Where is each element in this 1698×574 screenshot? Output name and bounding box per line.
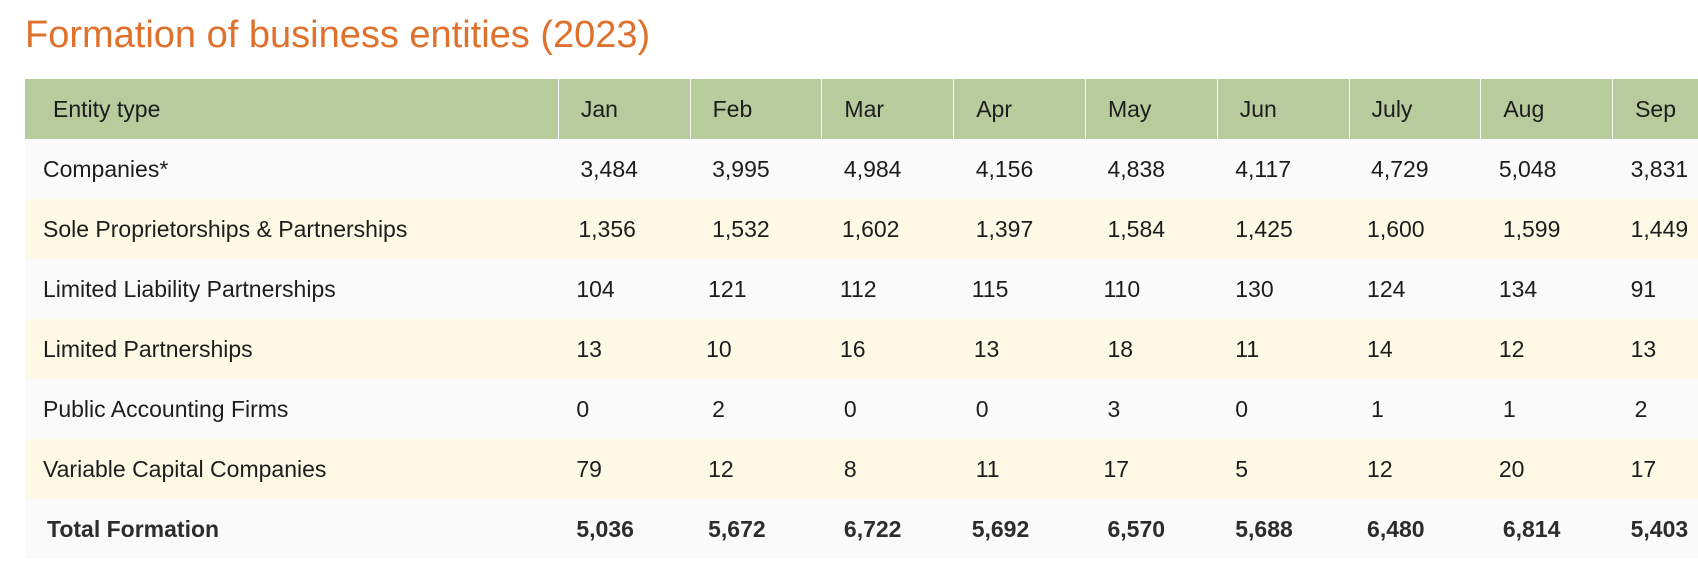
table-cell: 1,449 bbox=[1630, 215, 1689, 242]
total-row: Total Formation 5,036 5,672 6,722 5,692 … bbox=[25, 499, 1698, 559]
table-cell: 4,729 bbox=[1371, 155, 1429, 182]
table-row: Variable Capital Companies 79 12 8 11 17… bbox=[25, 439, 1698, 499]
header-jun: Jun bbox=[1217, 79, 1350, 139]
total-cell: 6,480 bbox=[1367, 515, 1425, 542]
table-cell: 8 bbox=[843, 455, 857, 482]
table-cell: 17 bbox=[1630, 455, 1657, 482]
table-cell: 124 bbox=[1367, 275, 1406, 302]
total-cell: 5,688 bbox=[1235, 515, 1293, 542]
table-cell: 3 bbox=[1107, 395, 1121, 422]
table-row: Public Accounting Firms 0 2 0 0 3 0 1 1 … bbox=[25, 379, 1698, 439]
table-row: Limited Liability Partnerships 104 121 1… bbox=[25, 259, 1698, 319]
table-cell: 20 bbox=[1498, 455, 1525, 482]
total-cell: 5,403 bbox=[1630, 515, 1689, 542]
table-cell: 1,599 bbox=[1502, 215, 1561, 242]
header-sep: Sep bbox=[1612, 79, 1698, 139]
row-label: Companies* bbox=[43, 155, 169, 182]
table-cell: 2 bbox=[712, 395, 725, 422]
header-may: May bbox=[1085, 79, 1218, 139]
table-cell: 91 bbox=[1630, 275, 1657, 302]
table-cell: 1,600 bbox=[1367, 215, 1425, 242]
row-label: Limited Partnerships bbox=[43, 335, 253, 362]
total-cell: 6,570 bbox=[1107, 515, 1166, 542]
table-cell: 16 bbox=[839, 335, 866, 362]
table-body: Companies* 3,484 3,995 4,984 4,156 4,838… bbox=[25, 139, 1698, 559]
table-cell: 10 bbox=[706, 335, 732, 362]
table-cell: 12 bbox=[1367, 455, 1393, 482]
table-cell: 112 bbox=[839, 275, 877, 302]
table-cell: 4,838 bbox=[1107, 155, 1166, 182]
table-cell: 1,356 bbox=[578, 215, 636, 242]
table-cell: 79 bbox=[576, 455, 602, 482]
table-cell: 0 bbox=[1235, 395, 1249, 422]
table-cell: 1 bbox=[1502, 395, 1516, 422]
table-cell: 3,995 bbox=[712, 155, 770, 182]
header-row: Entity type Jan Feb Mar Apr May Jun July… bbox=[25, 79, 1698, 139]
table-cell: 2 bbox=[1634, 395, 1648, 422]
header-aug: Aug bbox=[1480, 79, 1614, 139]
table-cell: 1 bbox=[1371, 395, 1384, 422]
header-mar: Mar bbox=[821, 79, 955, 139]
row-label: Sole Proprietorships & Partnerships bbox=[43, 215, 408, 242]
total-cell: 5,672 bbox=[708, 515, 766, 542]
entity-formation-table: Entity type Jan Feb Mar Apr May Jun July… bbox=[25, 79, 1698, 559]
table-cell: 134 bbox=[1498, 275, 1538, 302]
table-cell: 1,397 bbox=[975, 215, 1034, 242]
table-cell: 12 bbox=[708, 455, 734, 482]
table-cell: 1,584 bbox=[1107, 215, 1166, 242]
table-cell: 0 bbox=[975, 395, 989, 422]
table-row: Limited Partnerships 13 10 16 13 18 11 1… bbox=[25, 319, 1698, 379]
header-jan: Jan bbox=[558, 79, 691, 139]
page-title: Formation of business entities (2023) bbox=[25, 14, 651, 56]
table-cell: 14 bbox=[1367, 335, 1393, 362]
table-cell: 17 bbox=[1103, 455, 1130, 482]
table-cell: 104 bbox=[576, 275, 615, 302]
table-cell: 18 bbox=[1107, 335, 1134, 362]
table-cell: 4,156 bbox=[975, 155, 1034, 182]
table-cell: 5,048 bbox=[1498, 155, 1557, 182]
total-cell: 5,692 bbox=[971, 515, 1030, 542]
table-cell: 5 bbox=[1235, 455, 1249, 482]
table-cell: 115 bbox=[971, 275, 1009, 302]
table-cell: 4,117 bbox=[1235, 155, 1292, 182]
table-cell: 11 bbox=[975, 455, 1000, 482]
table-cell: 13 bbox=[576, 335, 602, 362]
table-cell: 110 bbox=[1103, 275, 1141, 302]
table-cell: 130 bbox=[1235, 275, 1274, 302]
table-cell: 11 bbox=[1235, 335, 1260, 362]
total-label: Total Formation bbox=[47, 515, 220, 542]
total-cell: 5,036 bbox=[576, 515, 634, 542]
table-cell: 12 bbox=[1498, 335, 1525, 362]
table-cell: 0 bbox=[576, 395, 590, 422]
table-cell: 4,984 bbox=[843, 155, 902, 182]
table-cell: 13 bbox=[1630, 335, 1657, 362]
total-cell: 6,814 bbox=[1502, 515, 1561, 542]
header-entity-type: Entity type bbox=[25, 79, 559, 139]
table-cell: 121 bbox=[708, 275, 747, 302]
table-cell: 3,831 bbox=[1630, 155, 1689, 182]
table-cell: 13 bbox=[973, 335, 1000, 362]
table-row: Sole Proprietorships & Partnerships 1,35… bbox=[25, 199, 1698, 259]
table-row: Companies* 3,484 3,995 4,984 4,156 4,838… bbox=[25, 139, 1698, 199]
header-feb: Feb bbox=[690, 79, 823, 139]
total-cell: 6,722 bbox=[843, 515, 902, 542]
row-label: Limited Liability Partnerships bbox=[43, 275, 336, 302]
table-cell: 1,602 bbox=[841, 215, 900, 242]
row-label: Public Accounting Firms bbox=[43, 395, 289, 422]
table-header: Entity type Jan Feb Mar Apr May Jun July… bbox=[25, 79, 1698, 139]
table-cell: 1,532 bbox=[712, 215, 770, 242]
table-cell: 1,425 bbox=[1235, 215, 1293, 242]
table-cell: 3,484 bbox=[580, 155, 638, 182]
header-july: July bbox=[1349, 79, 1482, 139]
header-apr: Apr bbox=[953, 79, 1086, 139]
table-cell: 0 bbox=[843, 395, 857, 422]
row-label: Variable Capital Companies bbox=[43, 455, 327, 482]
